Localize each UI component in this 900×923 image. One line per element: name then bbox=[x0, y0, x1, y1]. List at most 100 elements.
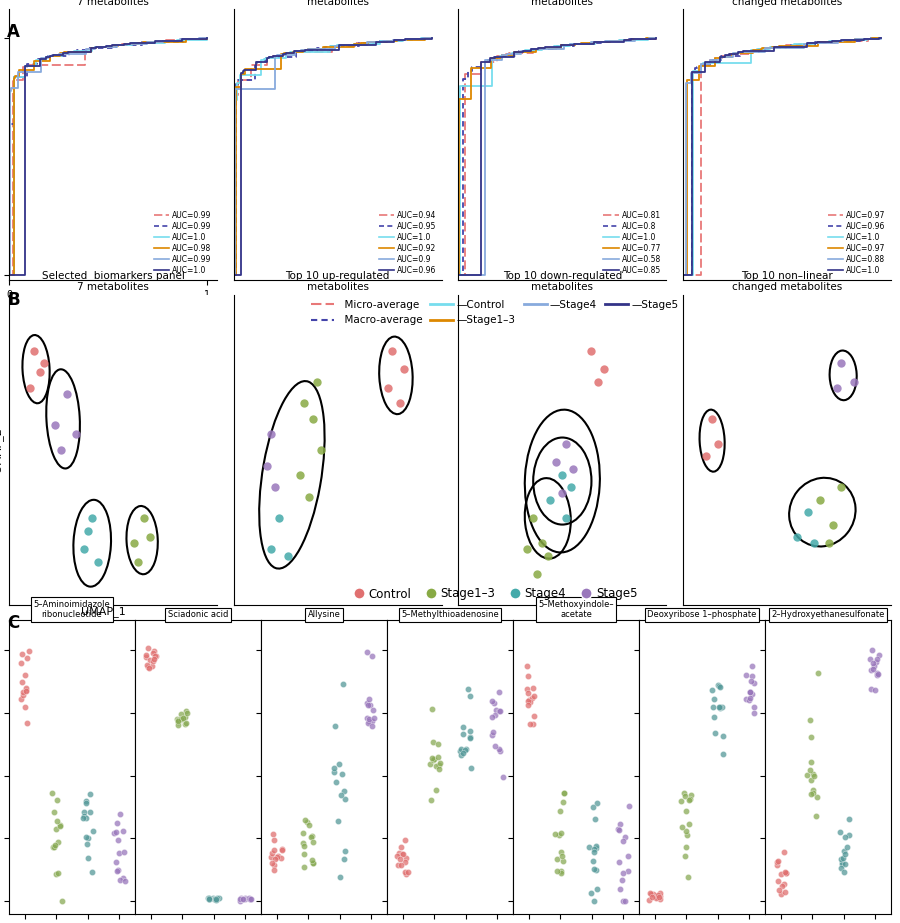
Point bbox=[76, 809, 91, 823]
Point bbox=[642, 893, 656, 908]
Point bbox=[774, 867, 788, 881]
Title: 5–Methylthioadenosine: 5–Methylthioadenosine bbox=[401, 610, 499, 619]
Point bbox=[747, 706, 761, 721]
Title: 2–Hydroxyethanesulfonate: 2–Hydroxyethanesulfonate bbox=[771, 610, 885, 619]
Point bbox=[871, 666, 886, 681]
Point bbox=[19, 684, 33, 699]
Point bbox=[863, 663, 878, 677]
Point bbox=[644, 890, 659, 905]
Point bbox=[46, 839, 60, 854]
Point bbox=[770, 854, 785, 869]
Point bbox=[520, 697, 535, 712]
Point bbox=[521, 694, 535, 709]
Point bbox=[743, 690, 758, 705]
Point bbox=[453, 744, 467, 759]
Point bbox=[650, 890, 664, 905]
Point bbox=[836, 851, 850, 866]
Point bbox=[110, 815, 124, 830]
Point bbox=[679, 840, 693, 855]
Point bbox=[747, 700, 761, 714]
Legend: AUC=0.94, AUC=0.95, AUC=1.0, AUC=0.92, AUC=0.9, AUC=0.96: AUC=0.94, AUC=0.95, AUC=1.0, AUC=0.92, A… bbox=[377, 210, 438, 276]
Point bbox=[804, 729, 818, 744]
Point bbox=[81, 831, 95, 845]
Point bbox=[390, 848, 404, 863]
Point bbox=[110, 863, 124, 878]
Point bbox=[112, 807, 127, 821]
Point bbox=[202, 892, 216, 906]
Y-axis label: UMAP_2: UMAP_2 bbox=[0, 427, 4, 473]
Point bbox=[488, 708, 502, 723]
Point bbox=[519, 681, 534, 696]
Point bbox=[491, 704, 506, 719]
Point bbox=[652, 885, 667, 900]
Point bbox=[454, 748, 468, 762]
Point bbox=[557, 785, 572, 800]
Point bbox=[587, 845, 601, 859]
Point bbox=[305, 829, 320, 844]
Point bbox=[743, 673, 758, 688]
Point bbox=[428, 783, 443, 797]
Point bbox=[803, 762, 817, 777]
Point bbox=[76, 810, 90, 825]
Point bbox=[713, 701, 727, 715]
Point bbox=[872, 648, 886, 663]
Point bbox=[391, 858, 405, 873]
Point bbox=[79, 796, 94, 810]
Point bbox=[297, 859, 311, 874]
Point bbox=[866, 656, 880, 671]
Point bbox=[463, 724, 477, 738]
Point bbox=[491, 685, 506, 700]
Point bbox=[179, 704, 194, 719]
Point bbox=[362, 713, 376, 728]
Point bbox=[842, 812, 856, 827]
Point bbox=[295, 825, 310, 840]
Point bbox=[338, 844, 352, 858]
Point bbox=[399, 867, 413, 881]
Point bbox=[778, 845, 792, 859]
Point bbox=[555, 854, 570, 869]
Point bbox=[612, 822, 626, 837]
Point bbox=[139, 648, 153, 663]
Point bbox=[210, 891, 224, 905]
Point bbox=[804, 773, 818, 787]
Point bbox=[336, 677, 350, 691]
Point bbox=[615, 873, 629, 888]
Point bbox=[653, 889, 668, 904]
Point bbox=[679, 803, 693, 818]
Point bbox=[238, 892, 253, 906]
Point bbox=[209, 892, 223, 906]
Point bbox=[170, 712, 184, 726]
Point bbox=[79, 811, 94, 826]
Point bbox=[680, 823, 694, 838]
Point bbox=[147, 654, 161, 669]
Point bbox=[456, 726, 471, 741]
Point bbox=[233, 893, 248, 908]
Point bbox=[362, 692, 376, 707]
Point bbox=[334, 787, 348, 802]
Point bbox=[366, 702, 381, 717]
Point bbox=[650, 889, 664, 904]
Point bbox=[398, 865, 412, 880]
Point bbox=[556, 795, 571, 809]
Point bbox=[19, 680, 33, 695]
Point bbox=[55, 893, 69, 908]
Point bbox=[361, 697, 375, 712]
Point bbox=[331, 814, 346, 829]
Point bbox=[461, 682, 475, 697]
Point bbox=[428, 752, 442, 767]
Point bbox=[464, 689, 478, 703]
Point bbox=[616, 865, 630, 880]
Text: UMAP_1: UMAP_1 bbox=[81, 605, 126, 617]
Point bbox=[236, 892, 250, 906]
Point bbox=[774, 886, 788, 901]
Point bbox=[833, 861, 848, 876]
Point bbox=[675, 820, 689, 834]
Point bbox=[266, 833, 281, 847]
Point bbox=[840, 840, 854, 855]
Point bbox=[868, 683, 882, 698]
Point bbox=[706, 692, 721, 707]
Point bbox=[235, 892, 249, 906]
Point bbox=[713, 701, 727, 715]
Point bbox=[644, 886, 659, 901]
Point bbox=[50, 834, 65, 849]
